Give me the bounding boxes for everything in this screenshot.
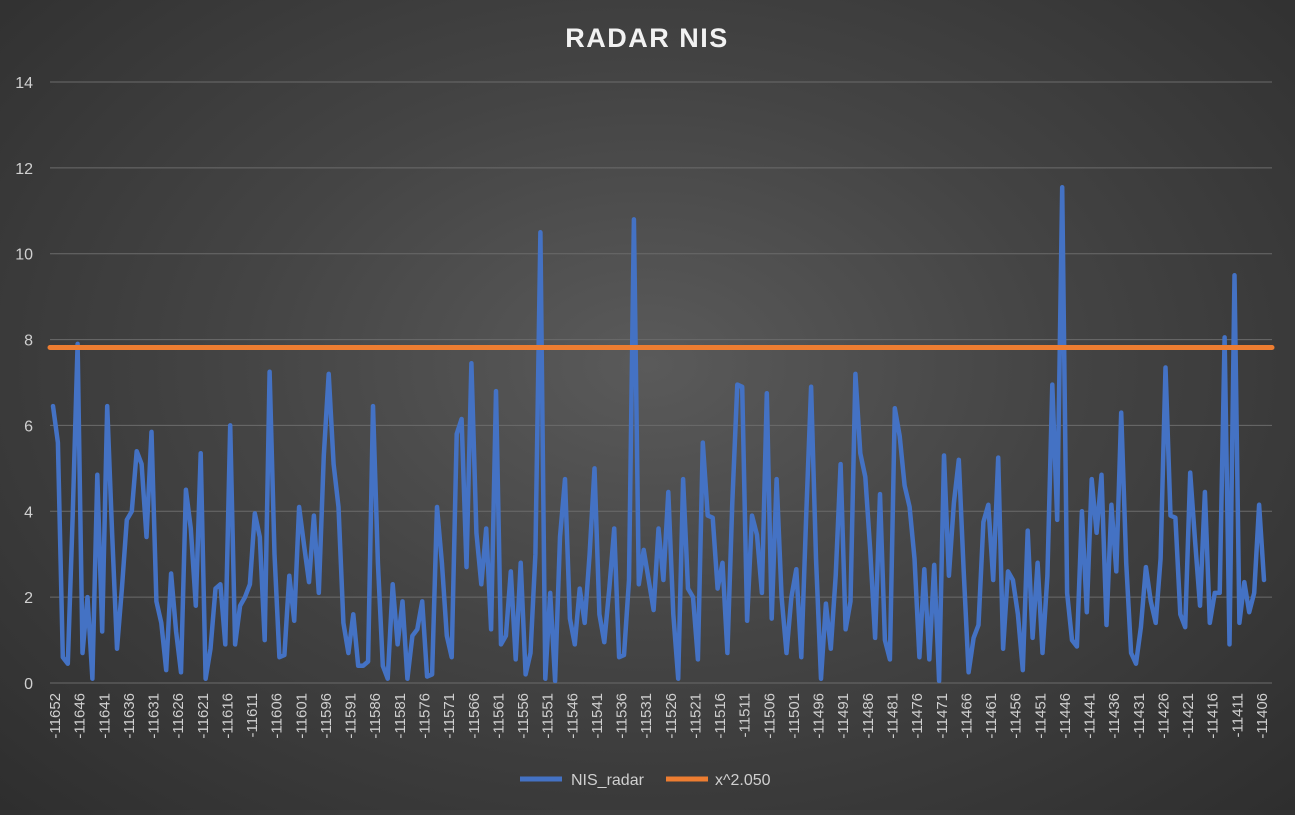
x-tick-label: -11486	[860, 693, 877, 739]
x-tick-label: -11461	[983, 693, 1000, 739]
x-tick-label: -11601	[293, 693, 310, 739]
x-tick-label: -11586	[367, 693, 384, 739]
x-tick-label: -11451	[1032, 693, 1049, 739]
x-tick-label: -11466	[958, 693, 975, 739]
x-tick-label: -11646	[72, 693, 89, 739]
x-tick-label: -11566	[466, 693, 483, 739]
x-tick-label: -11531	[638, 693, 655, 739]
x-tick-label: -11561	[490, 693, 507, 739]
x-tick-label: -11416	[1205, 693, 1222, 739]
x-tick-label: -11616	[219, 693, 236, 739]
x-tick-label: -11641	[96, 693, 113, 739]
legend-label-nis-radar: NIS_radar	[571, 772, 645, 789]
gridlines	[50, 81, 1272, 684]
x-tick-label: -11591	[343, 693, 360, 739]
x-tick-label: -11626	[170, 693, 187, 739]
x-tick-label: -11406	[1254, 693, 1271, 739]
x-tick-label: -11501	[786, 693, 803, 739]
x-axis-ticks: -11652 -11646 -11641 -11636 -11631 -11626 -116…	[47, 693, 1271, 739]
x-tick-label: -11521	[687, 693, 704, 739]
x-tick-label: -11496	[811, 693, 828, 739]
x-tick-label: -11556	[515, 693, 532, 739]
x-tick-label: -11536	[614, 693, 631, 739]
x-tick-label: -11511	[737, 693, 754, 737]
x-tick-label: -11541	[589, 693, 606, 739]
y-tick-label: 0	[24, 676, 33, 693]
x-tick-label: -11431	[1131, 693, 1148, 739]
y-tick-label: 8	[24, 333, 33, 350]
x-tick-label: -11446	[1057, 693, 1074, 739]
y-tick-label: 14	[15, 75, 33, 92]
plot-area	[47, 184, 1275, 684]
y-tick-label: 2	[24, 590, 33, 607]
x-tick-label: -11652	[47, 693, 64, 739]
y-tick-label: 12	[15, 161, 33, 178]
x-tick-label: -11546	[564, 693, 581, 739]
legend-label-x-2-050: x^2.050	[715, 772, 771, 789]
y-tick-label: 6	[24, 418, 33, 435]
y-axis-ticks: 0 2 4 6 8 10 12 14	[15, 75, 33, 693]
legend: NIS_radar x^2.050	[520, 772, 771, 789]
chart-title: RADAR NIS	[565, 23, 729, 53]
y-tick-label: 10	[15, 247, 33, 264]
x-tick-label: -11421	[1180, 693, 1197, 739]
x-tick-label: -11596	[318, 693, 335, 739]
x-tick-label: -11636	[121, 693, 138, 739]
x-tick-label: -11526	[663, 693, 680, 739]
x-tick-label: -11491	[835, 693, 852, 739]
x-tick-label: -11551	[540, 693, 557, 739]
series-line-nis-radar	[50, 184, 1267, 684]
x-tick-label: -11436	[1106, 693, 1123, 739]
x-tick-label: -11631	[146, 693, 163, 739]
x-tick-label: -11506	[761, 693, 778, 739]
x-tick-label: -11581	[392, 693, 409, 739]
x-tick-label: -11456	[1008, 693, 1025, 739]
x-tick-label: -11516	[712, 693, 729, 739]
x-tick-label: -11476	[909, 693, 926, 739]
x-tick-label: -11576	[416, 693, 433, 739]
x-tick-label: -11426	[1155, 693, 1172, 739]
x-tick-label: -11606	[269, 693, 286, 739]
y-tick-label: 4	[24, 504, 33, 521]
x-tick-label: -11471	[934, 693, 951, 739]
x-tick-label: -11481	[885, 693, 902, 739]
x-tick-label: -11621	[195, 693, 212, 739]
x-tick-label: -11441	[1082, 693, 1099, 739]
x-tick-label: -11611	[244, 693, 261, 737]
x-tick-label: -11571	[441, 693, 458, 739]
x-tick-label: -11411	[1229, 693, 1246, 737]
